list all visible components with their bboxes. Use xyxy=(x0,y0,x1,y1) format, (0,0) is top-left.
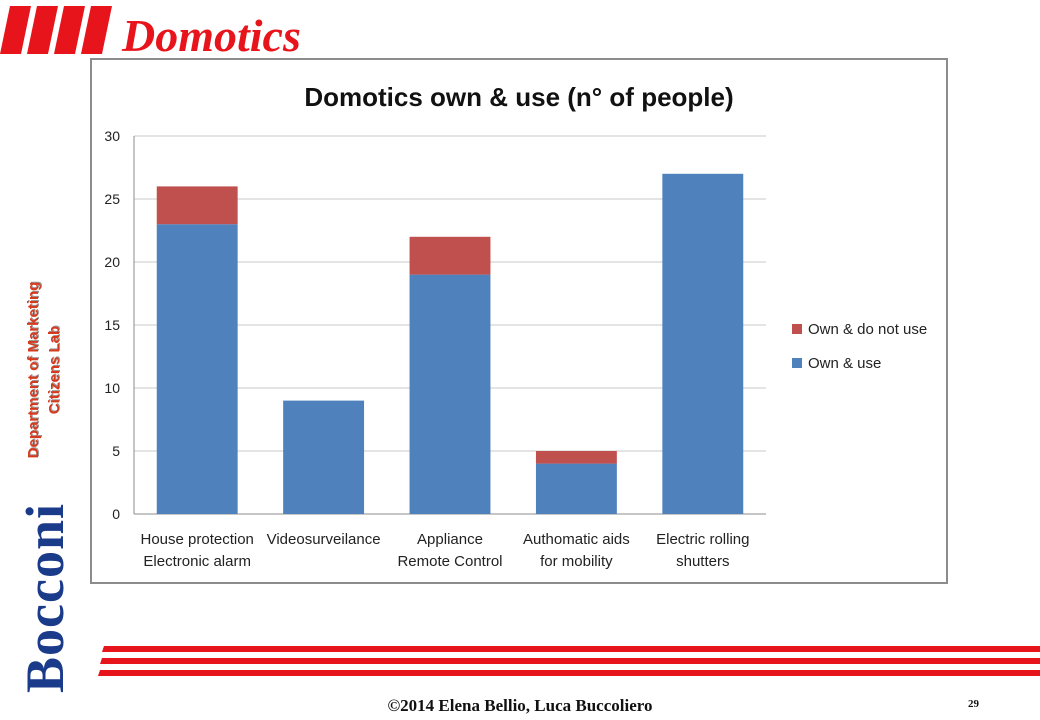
legend-swatch xyxy=(792,324,802,334)
bocconi-logo-text: Bocconi xyxy=(15,503,75,693)
slide-title: Domotics xyxy=(122,10,301,61)
legend-label: Own & do not use xyxy=(808,321,927,338)
bar-own-not-use xyxy=(535,451,617,464)
y-tick-label: 0 xyxy=(112,506,120,522)
logo-bars xyxy=(0,6,112,54)
bar-own-and-use xyxy=(409,274,491,514)
y-tick-label: 20 xyxy=(104,254,120,270)
x-tick-label: Videosurveilance xyxy=(267,531,381,548)
x-tick-label: Authomatic aids xyxy=(523,531,630,548)
bar-chart: Domotics own & use (n° of people) 0 5 10 15 2… xyxy=(104,82,927,570)
bar-own-not-use xyxy=(409,236,491,275)
x-tick-label: for mobility xyxy=(540,553,613,570)
footer-bars xyxy=(98,646,1040,676)
y-tick-label: 5 xyxy=(112,443,120,459)
legend-swatch xyxy=(792,358,802,368)
bar-own-and-use xyxy=(283,400,365,514)
department-label: Department of Marketing Citizens Lab xyxy=(23,250,67,490)
x-tick-label: Electric rolling xyxy=(656,531,749,548)
y-tick-label: 15 xyxy=(104,317,120,333)
y-tick-label: 30 xyxy=(104,128,120,144)
x-tick-label: House protection xyxy=(140,531,253,548)
page-number: 29 xyxy=(968,698,979,710)
y-tick-label: 25 xyxy=(104,191,120,207)
bar-own-not-use xyxy=(156,186,238,225)
x-tick-label: shutters xyxy=(676,553,729,570)
legend-label: Own & use xyxy=(808,355,881,372)
copyright-text: ©2014 Elena Bellio, Luca Buccoliero xyxy=(387,696,653,715)
x-tick-label: Remote Control xyxy=(397,553,502,570)
bar-own-and-use xyxy=(662,173,744,515)
department-label-line2: Citizens Lab xyxy=(46,325,63,415)
chart-title: Domotics own & use (n° of people) xyxy=(304,82,733,112)
x-tick-label: Appliance xyxy=(417,531,483,548)
y-tick-label: 10 xyxy=(104,380,120,396)
bar-own-and-use xyxy=(156,224,238,514)
x-tick-label: Electronic alarm xyxy=(143,553,251,570)
department-label-line1: Department of Marketing xyxy=(25,281,42,459)
bar-own-and-use xyxy=(535,463,617,514)
